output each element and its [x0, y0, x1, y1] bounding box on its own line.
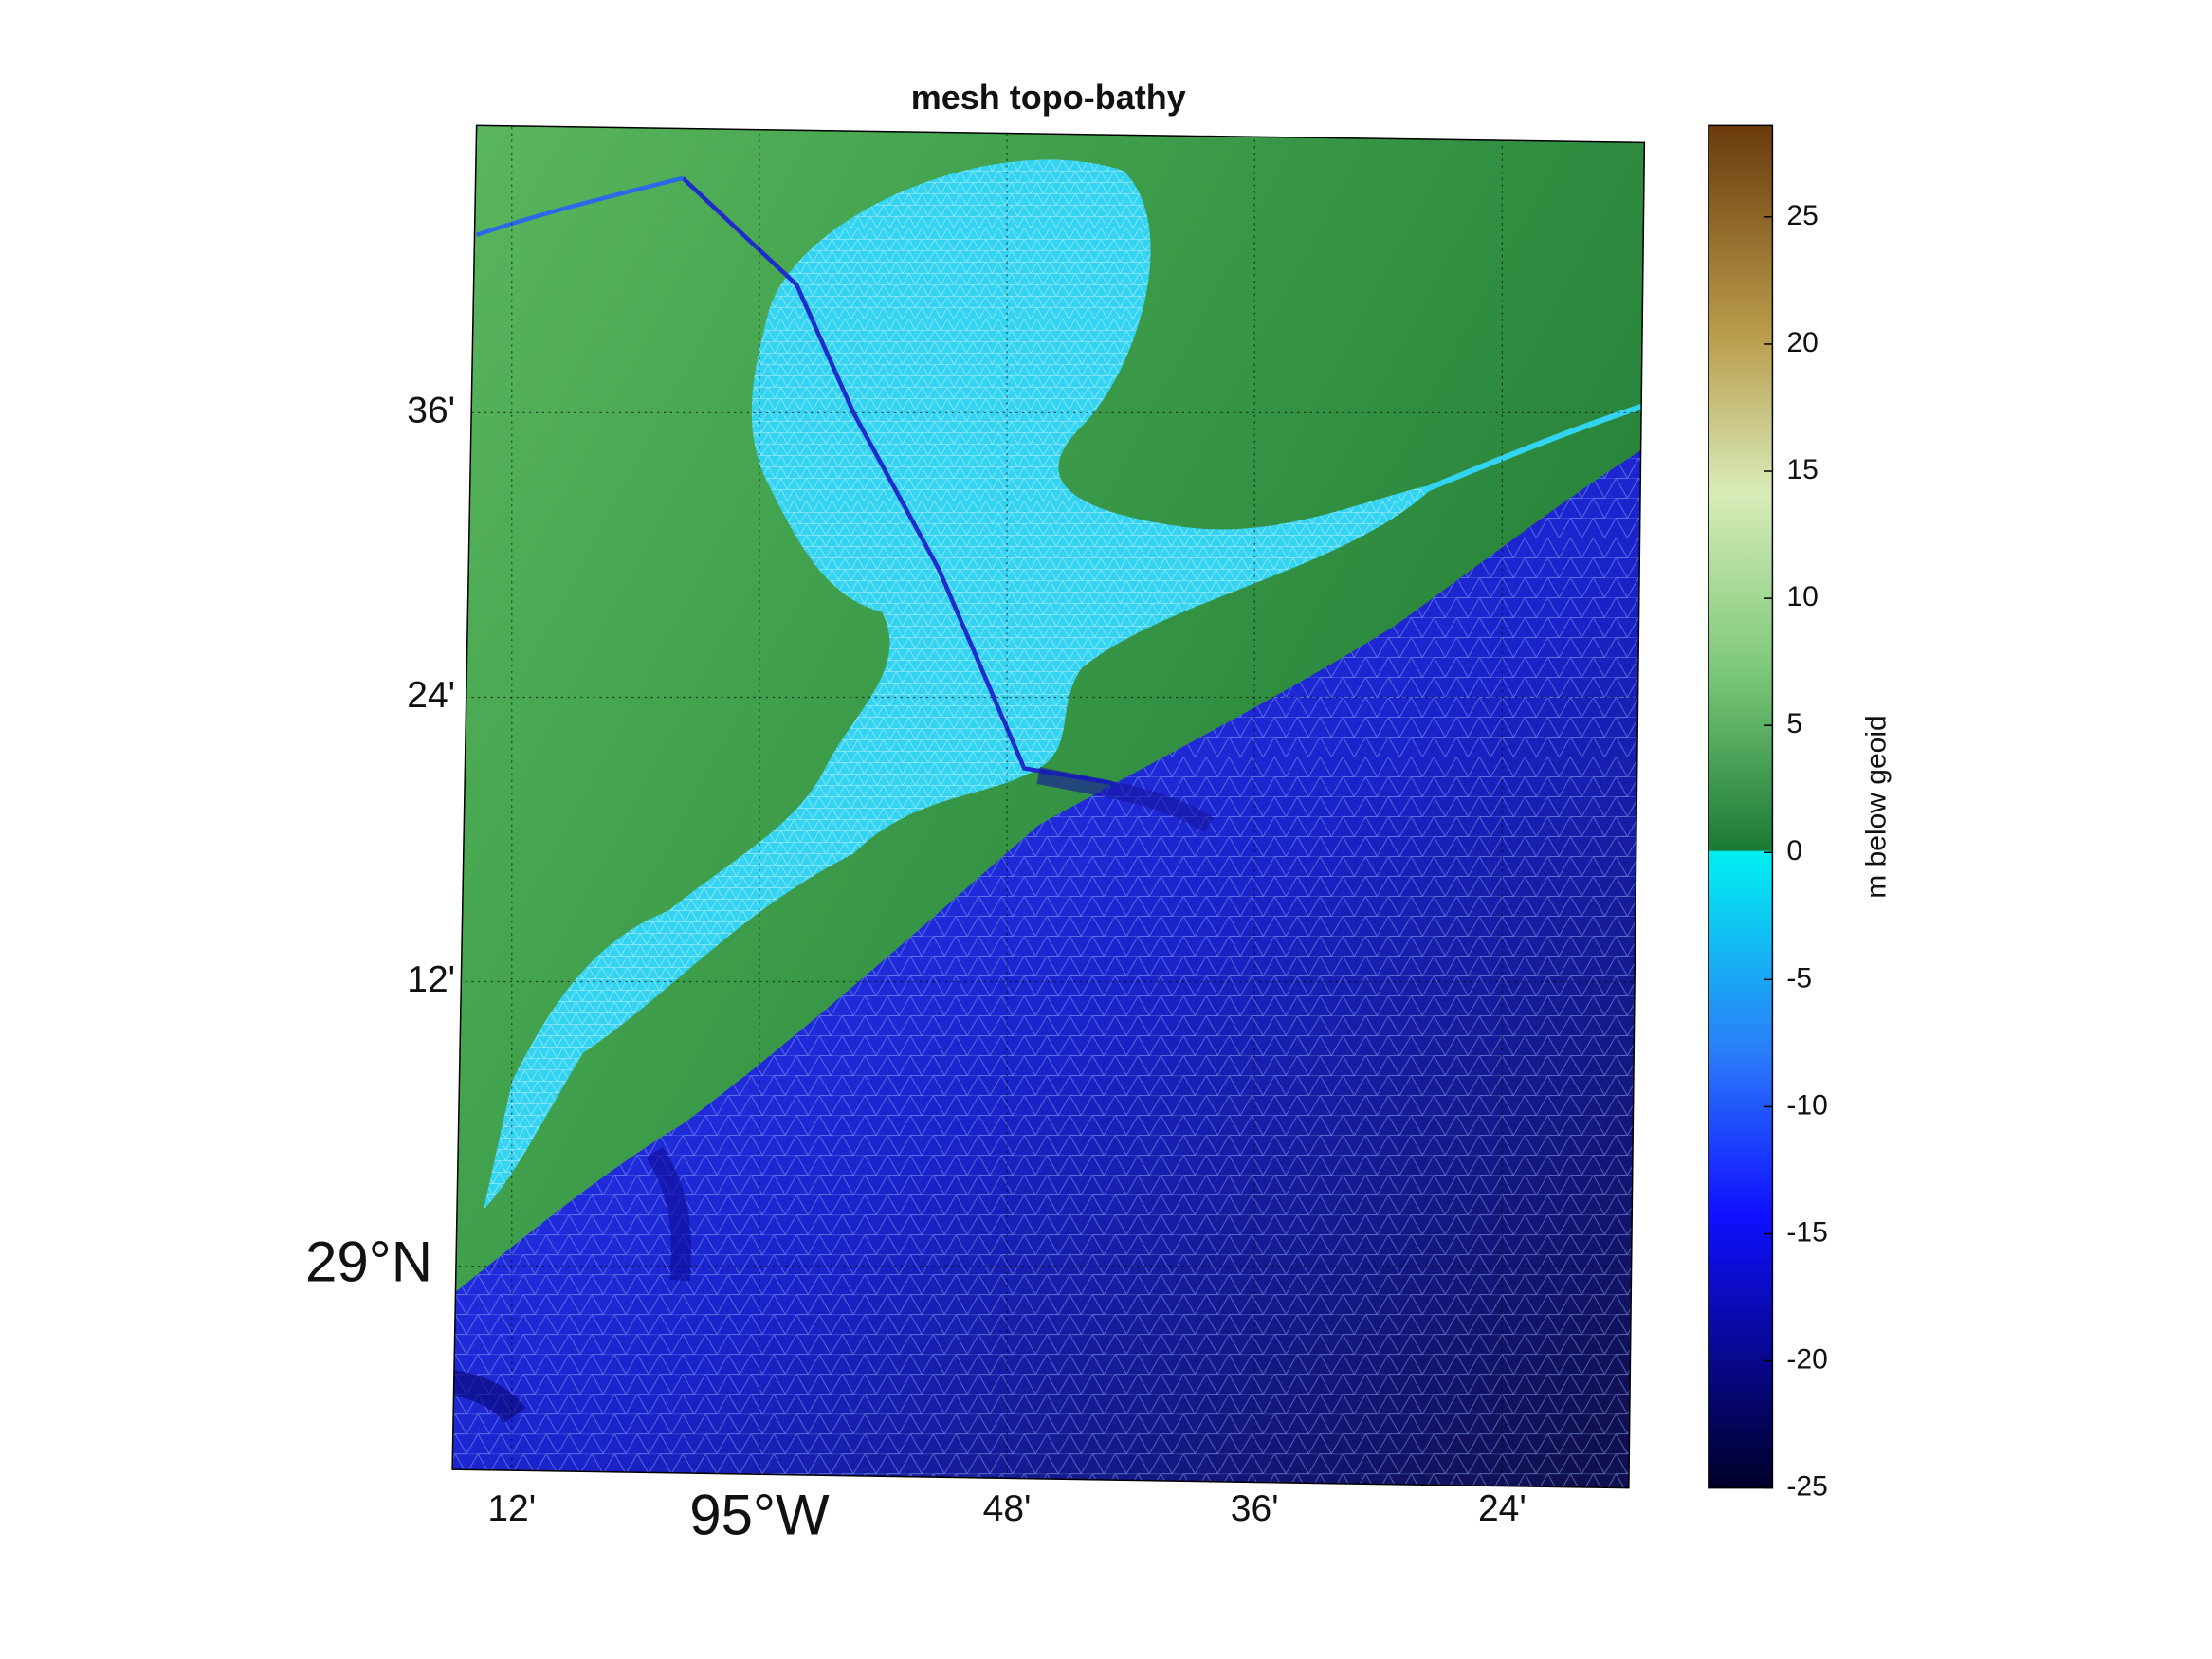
y-tick-label: 12' [407, 959, 455, 1000]
freeport-channel [646, 1146, 691, 1282]
x-tick-label: 24' [1478, 1488, 1526, 1529]
map-title: mesh topo-bathy [911, 78, 1186, 117]
intracoastal [1421, 403, 1645, 494]
colorbar-label: m below geoid [1860, 715, 1892, 898]
channel-sw [452, 1370, 526, 1424]
colorbar [1708, 124, 1774, 1489]
galveston-entrance [1036, 767, 1215, 833]
grid [452, 125, 1645, 1488]
colorbar-tick-label: -25 [1786, 1471, 1827, 1503]
y-tick-label: 29°N [305, 1230, 432, 1293]
colorbar-tick-label: 0 [1786, 835, 1802, 866]
map-frame [451, 124, 1646, 1489]
colorbar-tick-label: -10 [1786, 1089, 1827, 1121]
colorbar-tick-label: 20 [1786, 327, 1818, 358]
colorbar-tick-label: -15 [1786, 1216, 1827, 1248]
colorbar-tick-label: 25 [1786, 200, 1818, 231]
colorbar-tick-label: -20 [1786, 1343, 1827, 1375]
x-tick-label: 48' [983, 1488, 1032, 1529]
x-tick-label: 36' [1231, 1488, 1279, 1529]
y-tick-label: 36' [407, 391, 455, 431]
colorbar-tick-label: 10 [1786, 581, 1818, 612]
map-area [452, 125, 1645, 1488]
colorbar-tick-label: -5 [1786, 962, 1812, 994]
colorbar-tick-label: 5 [1786, 708, 1802, 739]
gulf-mesh [452, 447, 1645, 1488]
colorbar-tick-label: 15 [1786, 454, 1818, 485]
x-tick-label: 12' [487, 1488, 536, 1529]
river [475, 175, 684, 238]
x-tick-label: 95°W [689, 1484, 830, 1547]
bay-mesh [484, 159, 1437, 1210]
y-tick-label: 24' [407, 675, 455, 716]
